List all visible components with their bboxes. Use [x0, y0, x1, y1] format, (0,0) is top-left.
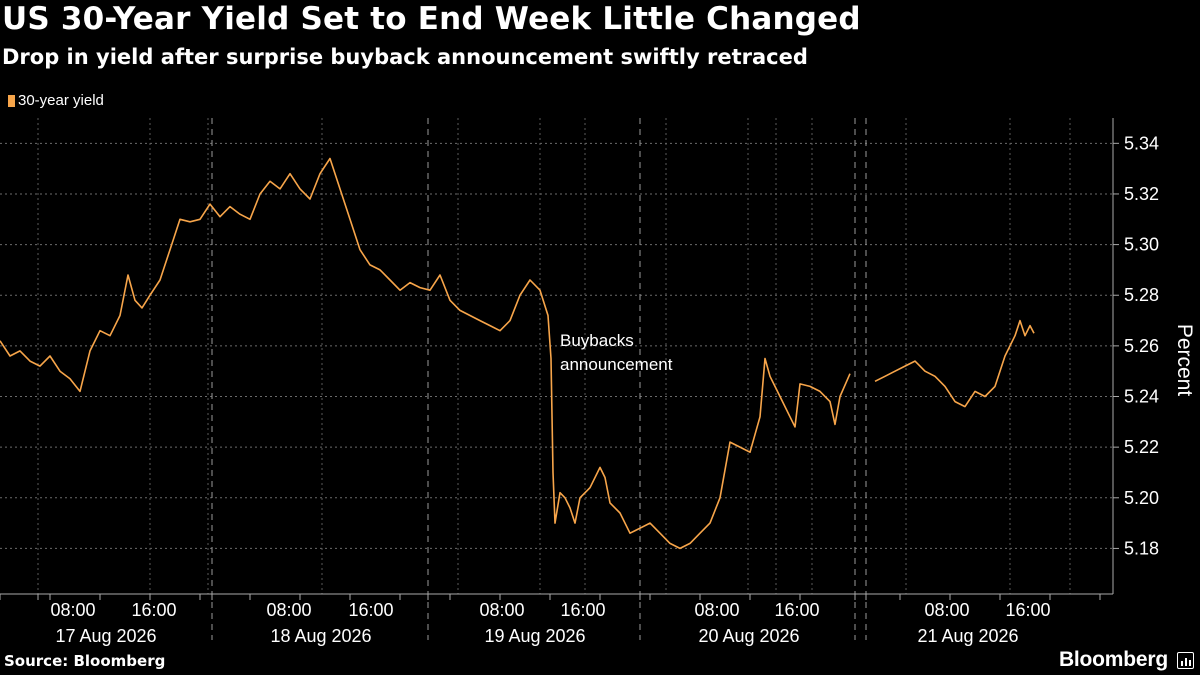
x-time-label: 08:00 [479, 600, 524, 620]
y-tick-label: 5.26 [1124, 336, 1159, 356]
y-tick-label: 5.32 [1124, 184, 1159, 204]
brand-logo-text: Bloomberg [1058, 648, 1168, 671]
source-note: Source: Bloomberg [4, 652, 166, 670]
bloomberg-terminal-icon [1177, 652, 1194, 669]
x-time-label: 16:00 [1005, 600, 1050, 620]
annotation-buybacks: Buybacks [560, 331, 634, 350]
annotation-announcement: announcement [560, 355, 673, 374]
x-date-label: 20 Aug 2026 [698, 626, 799, 646]
y-axis-title: Percent [1173, 324, 1196, 397]
y-tick-label: 5.34 [1124, 133, 1159, 153]
x-time-label: 16:00 [348, 600, 393, 620]
x-date-label: 19 Aug 2026 [484, 626, 585, 646]
y-tick-label: 5.20 [1124, 488, 1159, 508]
x-time-label: 08:00 [694, 600, 739, 620]
x-time-label: 16:00 [131, 600, 176, 620]
x-date-label: 18 Aug 2026 [270, 626, 371, 646]
chart-subtitle: Drop in yield after surprise buyback ann… [2, 45, 808, 69]
y-tick-label: 5.28 [1124, 285, 1159, 305]
y-tick-label: 5.22 [1124, 437, 1159, 457]
x-time-label: 16:00 [560, 600, 605, 620]
x-time-label: 16:00 [774, 600, 819, 620]
x-date-label: 21 Aug 2026 [917, 626, 1018, 646]
legend-swatch [8, 94, 15, 107]
legend-label: 30-year yield [18, 92, 104, 109]
x-time-label: 08:00 [50, 600, 95, 620]
yield-series-line [0, 157, 851, 550]
chart-title: US 30-Year Yield Set to End Week Little … [2, 1, 861, 37]
y-tick-label: 5.18 [1124, 538, 1159, 558]
x-time-label: 08:00 [266, 600, 311, 620]
x-date-label: 17 Aug 2026 [55, 626, 156, 646]
legend: 30-year yield [8, 92, 104, 109]
yield-series-line [874, 319, 1035, 408]
x-time-label: 08:00 [924, 600, 969, 620]
y-tick-label: 5.24 [1124, 387, 1159, 407]
y-tick-label: 5.30 [1124, 235, 1159, 255]
